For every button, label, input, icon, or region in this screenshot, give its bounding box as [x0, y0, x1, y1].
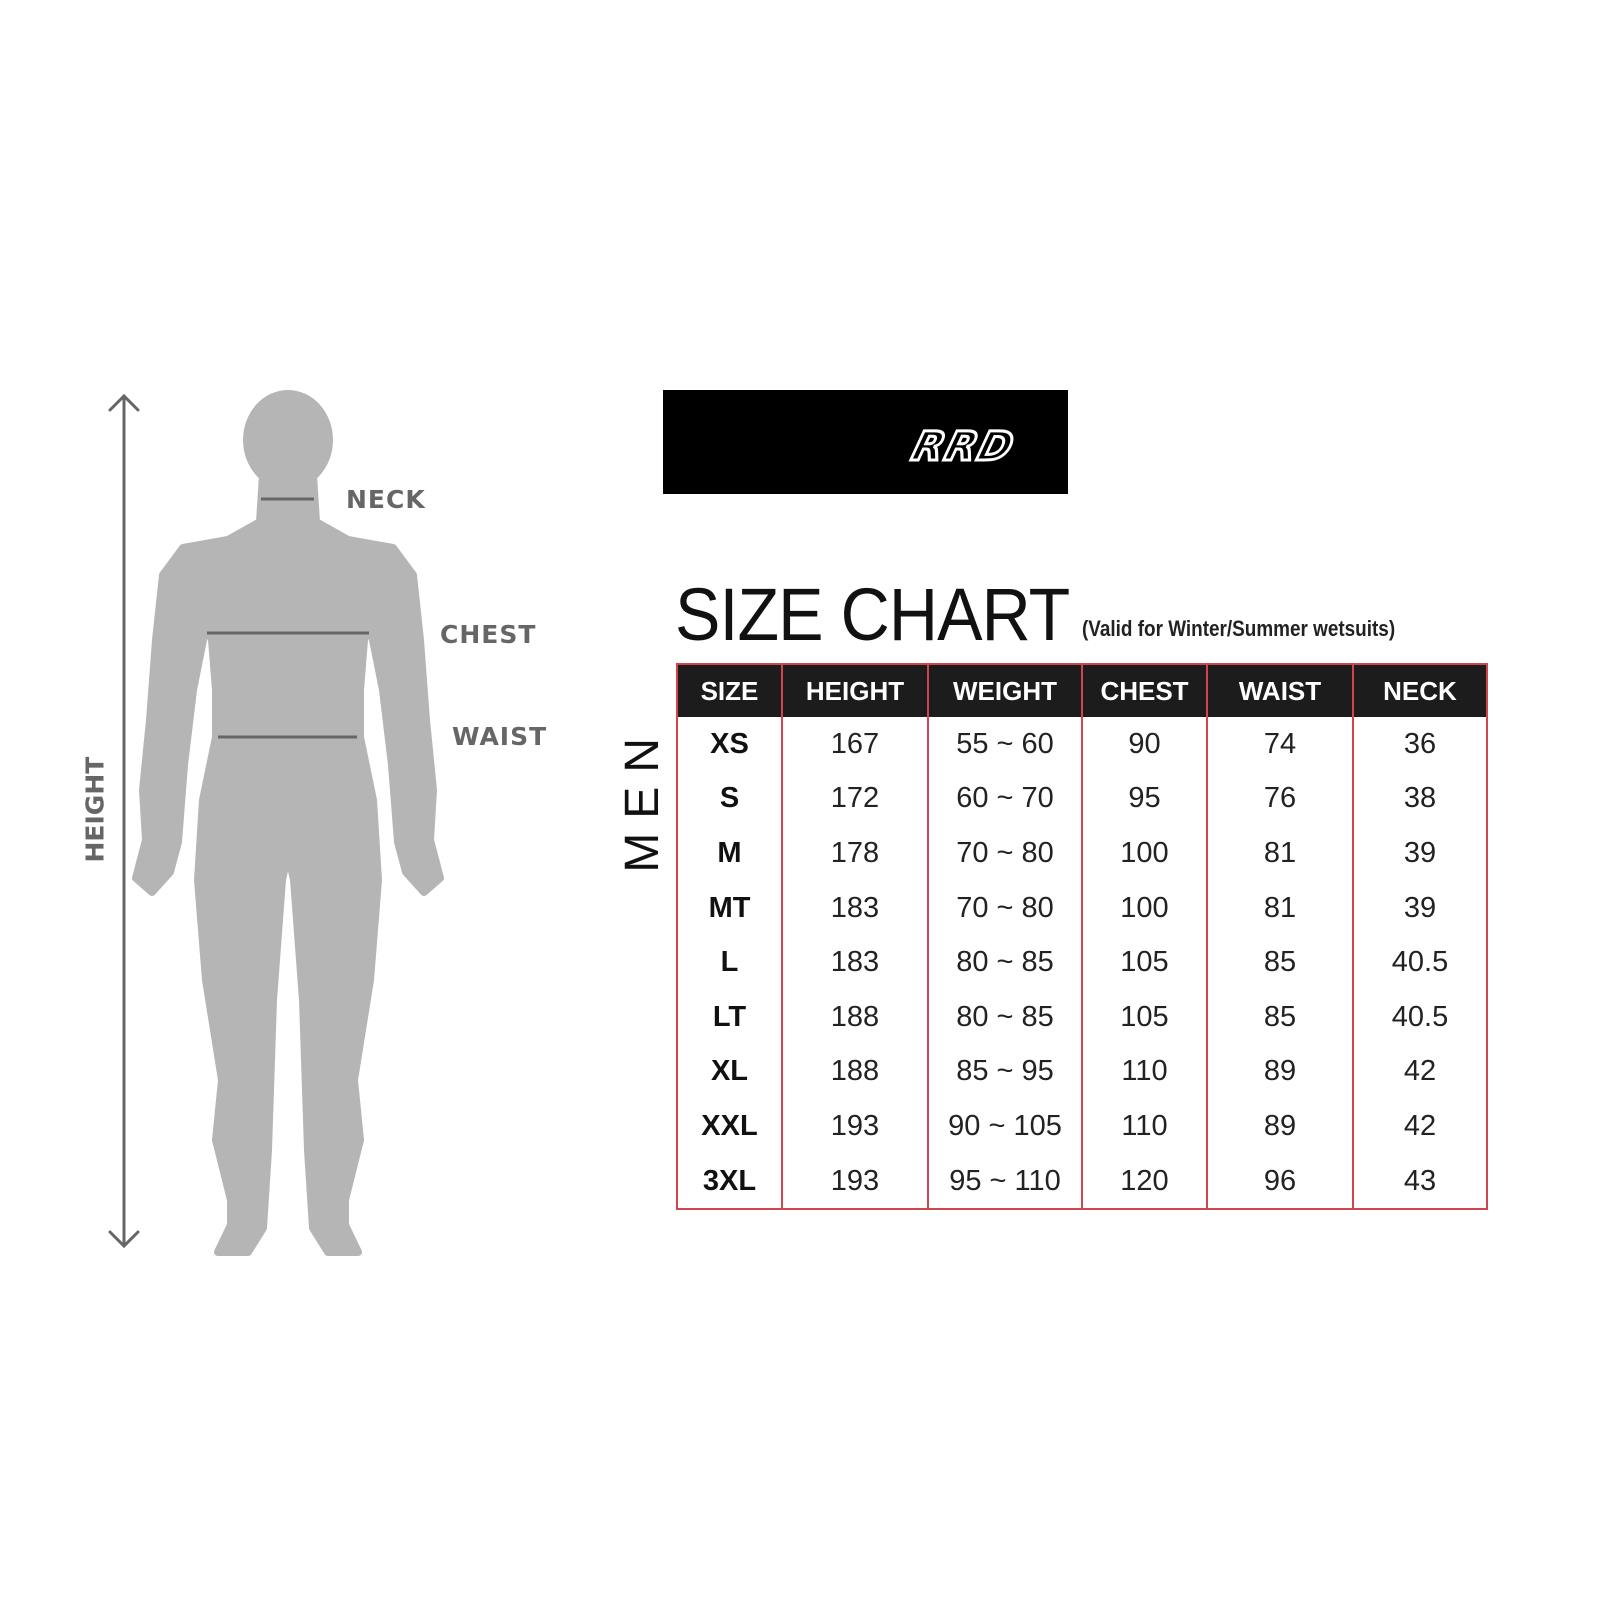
cell-size: XL	[676, 1044, 783, 1100]
cell-waist: 76	[1206, 771, 1354, 827]
cell-waist: 89	[1206, 1044, 1354, 1100]
cell-neck: 40.5	[1352, 989, 1488, 1045]
table-row: XL 188 85 ~ 95 110 89 42	[676, 1044, 1488, 1100]
header-neck: NECK	[1352, 663, 1488, 717]
page-title: SIZE CHART	[675, 573, 1070, 656]
cell-waist: 85	[1206, 989, 1354, 1045]
cell-neck: 42	[1352, 1044, 1488, 1100]
size-table: SIZE HEIGHT WEIGHT CHEST WAIST NECK XS 16…	[676, 663, 1488, 1211]
cell-waist: 81	[1206, 826, 1354, 881]
cell-neck: 39	[1352, 826, 1488, 881]
cell-neck: 40.5	[1352, 935, 1488, 990]
table-row: M 178 70 ~ 80 100 81 39	[676, 826, 1488, 881]
cell-height: 183	[781, 880, 929, 936]
cell-chest: 105	[1081, 989, 1208, 1045]
cell-chest: 100	[1081, 826, 1208, 881]
cell-weight: 70 ~ 80	[927, 880, 1083, 936]
table-row: XS 167 55 ~ 60 90 74 36	[676, 717, 1488, 772]
cell-waist: 81	[1206, 880, 1354, 936]
table-row: MT 183 70 ~ 80 100 81 39	[676, 880, 1488, 936]
cell-chest: 120	[1081, 1153, 1208, 1211]
cell-neck: 42	[1352, 1099, 1488, 1154]
cell-size: XS	[676, 717, 783, 772]
neck-label: NECK	[346, 485, 426, 514]
cell-height: 188	[781, 989, 929, 1045]
cell-chest: 105	[1081, 935, 1208, 990]
cell-height: 188	[781, 1044, 929, 1100]
table-row: S 172 60 ~ 70 95 76 38	[676, 771, 1488, 827]
section-label: MEN	[612, 718, 672, 878]
cell-size: XXL	[676, 1099, 783, 1154]
page-subtitle: (Valid for Winter/Summer wetsuits)	[1082, 616, 1396, 641]
cell-neck: 36	[1352, 717, 1488, 772]
header-size: SIZE	[676, 663, 783, 717]
header-weight: WEIGHT	[927, 663, 1083, 717]
cell-height: 167	[781, 717, 929, 772]
body-silhouette	[108, 390, 444, 1256]
cell-chest: 90	[1081, 717, 1208, 772]
cell-waist: 89	[1206, 1099, 1354, 1154]
cell-size: S	[676, 771, 783, 827]
cell-weight: 80 ~ 85	[927, 935, 1083, 990]
cell-weight: 70 ~ 80	[927, 826, 1083, 881]
cell-chest: 110	[1081, 1044, 1208, 1100]
body	[132, 471, 444, 1256]
brand-logo: RRD	[663, 390, 1068, 494]
header-chest: CHEST	[1081, 663, 1208, 717]
cell-size: 3XL	[676, 1153, 783, 1211]
cell-waist: 96	[1206, 1153, 1354, 1211]
cell-weight: 85 ~ 95	[927, 1044, 1083, 1100]
cell-waist: 74	[1206, 717, 1354, 772]
cell-weight: 60 ~ 70	[927, 771, 1083, 827]
cell-weight: 95 ~ 110	[927, 1153, 1083, 1211]
cell-weight: 90 ~ 105	[927, 1099, 1083, 1154]
table-row: XXL 193 90 ~ 105 110 89 42	[676, 1099, 1488, 1154]
table-row: L 183 80 ~ 85 105 85 40.5	[676, 935, 1488, 990]
cell-weight: 80 ~ 85	[927, 989, 1083, 1045]
height-label: HEIGHT	[80, 756, 110, 863]
cell-neck: 39	[1352, 880, 1488, 936]
cell-size: M	[676, 826, 783, 881]
table-row: 3XL 193 95 ~ 110 120 96 43	[676, 1153, 1488, 1211]
head	[243, 390, 333, 490]
cell-size: MT	[676, 880, 783, 936]
waist-label: WAIST	[452, 722, 548, 751]
cell-chest: 100	[1081, 880, 1208, 936]
body-measurement-figure: NECK CHEST WAIST HEIGHT	[0, 0, 600, 1600]
cell-height: 178	[781, 826, 929, 881]
cell-height: 193	[781, 1099, 929, 1154]
cell-weight: 55 ~ 60	[927, 717, 1083, 772]
cell-height: 172	[781, 771, 929, 827]
cell-height: 193	[781, 1153, 929, 1211]
cell-neck: 38	[1352, 771, 1488, 827]
cell-chest: 110	[1081, 1099, 1208, 1154]
cell-size: LT	[676, 989, 783, 1045]
header-waist: WAIST	[1206, 663, 1354, 717]
table-header-row: SIZE HEIGHT WEIGHT CHEST WAIST NECK	[676, 663, 1488, 717]
logo-text: RRD	[907, 423, 1020, 470]
table-row: LT 188 80 ~ 85 105 85 40.5	[676, 989, 1488, 1045]
cell-height: 183	[781, 935, 929, 990]
header-height: HEIGHT	[781, 663, 929, 717]
cell-waist: 85	[1206, 935, 1354, 990]
cell-size: L	[676, 935, 783, 990]
chest-label: CHEST	[440, 620, 537, 649]
men-label: MEN	[615, 723, 669, 873]
height-arrow	[108, 393, 140, 1249]
cell-neck: 43	[1352, 1153, 1488, 1211]
cell-chest: 95	[1081, 771, 1208, 827]
